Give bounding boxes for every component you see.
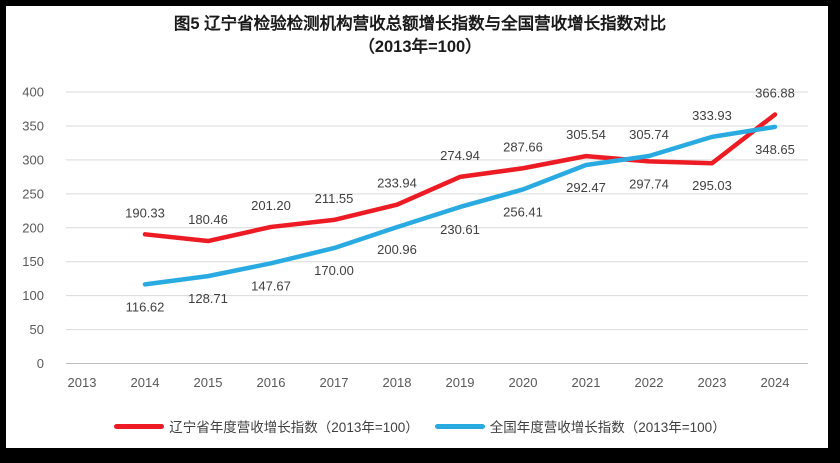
chart-title: 图5 辽宁省检验检测机构营收总额增长指数与全国营收增长指数对比 （2013年=1… [0, 13, 840, 59]
data-label: 201.20 [251, 198, 291, 213]
data-label: 274.94 [440, 148, 480, 163]
figure-border-top [0, 0, 840, 6]
data-label: 116.62 [126, 299, 165, 314]
data-label: 170.00 [314, 263, 354, 278]
legend-item-liaoning: 辽宁省年度营收增长指数（2013年=100） [114, 416, 419, 436]
x-tick-label: 2024 [761, 375, 790, 390]
data-label: 256.41 [503, 204, 543, 219]
legend-label-national: 全国年度营收增长指数（2013年=100） [489, 420, 726, 435]
x-tick-label: 2019 [446, 375, 475, 390]
data-label: 333.93 [692, 108, 732, 123]
data-label: 348.65 [755, 142, 795, 157]
figure-border-left [0, 0, 6, 463]
legend-item-national: 全国年度营收增长指数（2013年=100） [434, 416, 726, 436]
data-label: 305.54 [566, 127, 606, 142]
data-label: 190.33 [125, 205, 165, 220]
x-tick-label: 2015 [194, 375, 223, 390]
x-tick-label: 2020 [509, 375, 538, 390]
data-label: 230.61 [440, 222, 480, 237]
chart-title-line2: （2013年=100） [358, 38, 482, 56]
data-label: 200.96 [377, 242, 417, 257]
y-tick-label: 250 [22, 186, 44, 201]
x-tick-label: 2017 [320, 375, 349, 390]
y-tick-label: 100 [22, 288, 44, 303]
data-label: 295.03 [692, 178, 732, 193]
figure-border-right [828, 0, 840, 463]
data-label: 128.71 [188, 291, 228, 306]
x-tick-label: 2013 [68, 375, 97, 390]
x-tick-label: 2018 [383, 375, 412, 390]
series-line [142, 112, 778, 244]
figure-border-bottom [0, 448, 840, 463]
data-label: 366.88 [755, 85, 795, 100]
y-tick-label: 200 [22, 220, 44, 235]
data-label: 211.55 [315, 191, 354, 206]
data-label: 297.74 [629, 176, 669, 191]
chart-title-line1: 图5 辽宁省检验检测机构营收总额增长指数与全国营收增长指数对比 [173, 15, 667, 33]
x-tick-label: 2022 [635, 375, 664, 390]
x-tick-label: 2016 [257, 375, 286, 390]
y-tick-label: 350 [22, 118, 44, 133]
x-tick-label: 2021 [572, 375, 601, 390]
y-tick-label: 50 [30, 322, 44, 337]
x-tick-label: 2014 [131, 375, 160, 390]
data-label: 305.74 [629, 127, 669, 142]
legend-line-blue-icon [434, 423, 485, 429]
data-label: 292.47 [566, 180, 606, 195]
series-line [142, 124, 778, 287]
x-tick-label: 2023 [698, 375, 727, 390]
data-label: 180.46 [188, 212, 228, 227]
y-tick-label: 300 [22, 152, 44, 167]
legend-label-liaoning: 辽宁省年度营收增长指数（2013年=100） [169, 420, 419, 435]
legend-line-red-icon [114, 423, 165, 429]
y-tick-label: 150 [22, 254, 44, 269]
y-tick-label: 0 [37, 356, 44, 371]
y-tick-label: 400 [22, 85, 44, 100]
chart-legend: 辽宁省年度营收增长指数（2013年=100） 全国年度营收增长指数（2013年=… [0, 414, 840, 438]
data-label: 233.94 [377, 176, 417, 191]
data-label: 287.66 [503, 139, 543, 154]
data-label: 147.67 [251, 278, 291, 293]
